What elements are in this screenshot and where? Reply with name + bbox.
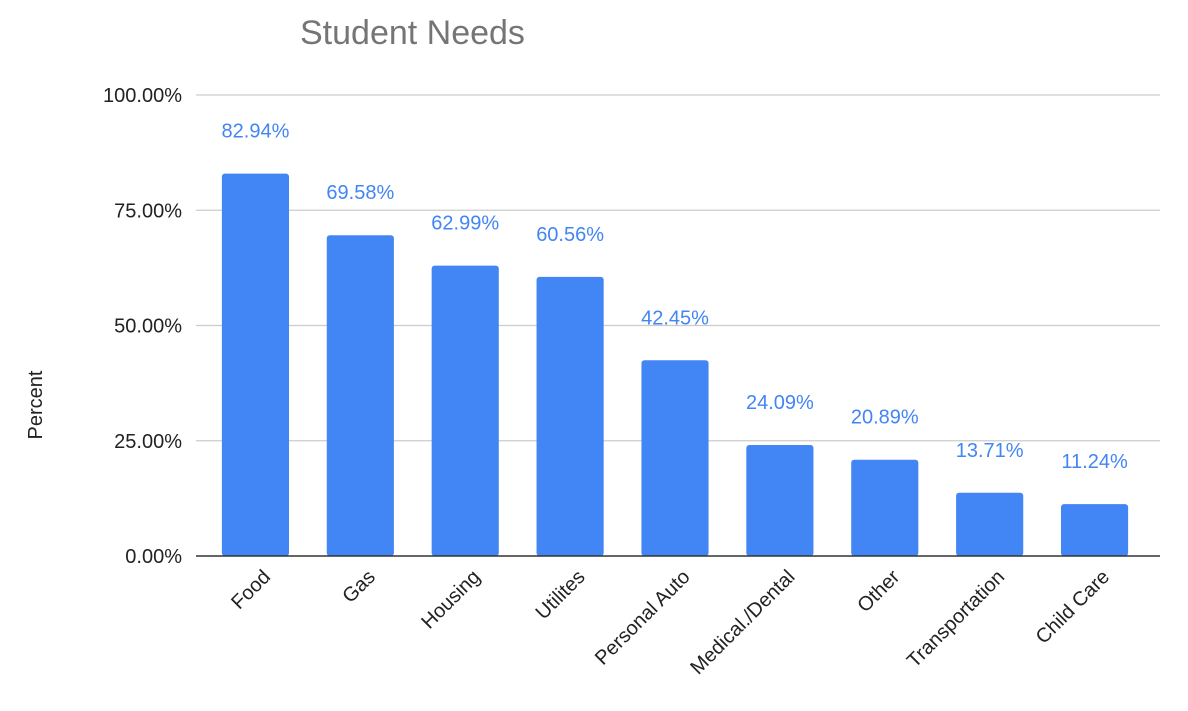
data-label: 62.99% xyxy=(431,213,499,235)
y-tick-label: 25.00% xyxy=(114,431,182,453)
data-label: 24.09% xyxy=(746,392,814,414)
x-category-label: Food xyxy=(227,566,275,614)
y-axis-ticks: 0.00% 25.00% 50.00% 75.00% 100.00% xyxy=(103,85,182,568)
data-label: 60.56% xyxy=(536,224,604,246)
x-category-label: Personal Auto xyxy=(591,566,695,670)
y-axis-label: Percent xyxy=(25,370,47,439)
data-label: 69.58% xyxy=(326,182,394,204)
data-labels: 82.94% 69.58% 62.99% 60.56% 42.45% 24.09% 20.8… xyxy=(222,121,1128,474)
x-category-label: Medical./Dental xyxy=(686,566,799,679)
bar xyxy=(431,265,499,556)
bar xyxy=(851,459,919,556)
data-label: 42.45% xyxy=(641,307,709,329)
x-category-label: Utilites xyxy=(532,566,590,624)
y-tick-label: 0.00% xyxy=(125,546,182,568)
data-label: 82.94% xyxy=(222,121,290,143)
bar xyxy=(641,360,709,556)
bar xyxy=(956,492,1024,556)
y-tick-label: 100.00% xyxy=(103,85,182,107)
x-category-label: Housing xyxy=(417,566,484,633)
y-tick-label: 75.00% xyxy=(114,200,182,222)
bar xyxy=(326,235,394,556)
data-label: 13.71% xyxy=(956,440,1024,462)
data-label: 20.89% xyxy=(851,407,919,429)
y-tick-label: 50.00% xyxy=(114,316,182,338)
bar xyxy=(746,444,814,556)
bar xyxy=(536,276,604,556)
bar xyxy=(1060,504,1129,556)
x-category-label: Other xyxy=(853,566,904,617)
x-category-label: Transportation xyxy=(903,566,1009,672)
chart-title: Student Needs xyxy=(300,14,525,52)
x-category-label: Gas xyxy=(338,566,379,607)
bars xyxy=(221,173,1129,556)
data-label: 11.24% xyxy=(1061,451,1128,473)
x-category-label: Child Care xyxy=(1032,566,1114,648)
bar xyxy=(221,173,290,556)
x-axis-categories: Food Gas Housing Utilites Personal AutoMedic… xyxy=(227,566,1114,679)
